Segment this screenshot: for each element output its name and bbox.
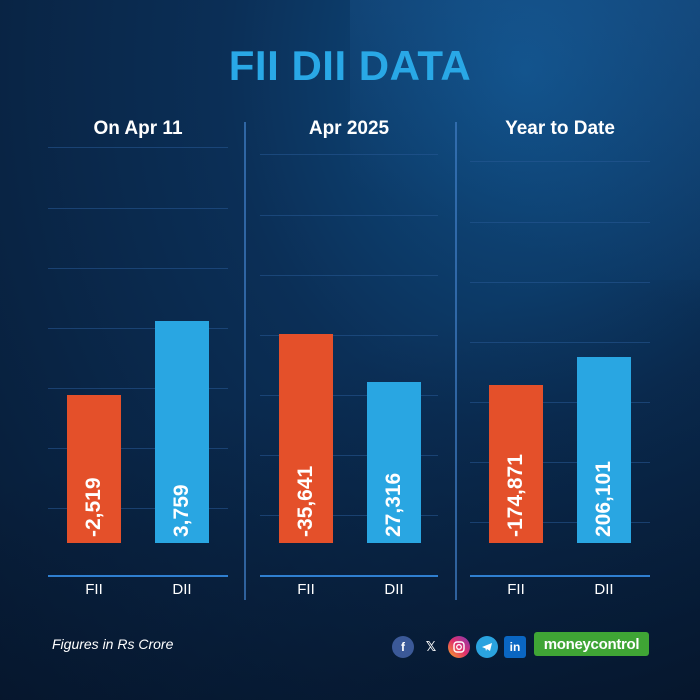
chart-panel-apr11: On Apr 11 -2,519 3,759 FII DII <box>48 0 228 610</box>
panel-divider <box>244 122 246 600</box>
category-label: DII <box>384 581 404 598</box>
category-label: FII <box>507 581 525 598</box>
bar-value-label: 27,316 <box>382 472 405 537</box>
grid-line <box>48 508 228 509</box>
grid-line <box>470 522 650 523</box>
grid-line <box>470 402 650 403</box>
grid-line <box>470 462 650 463</box>
x-icon[interactable]: 𝕏 <box>425 639 437 654</box>
category-label: FII <box>85 581 103 598</box>
grid-line <box>260 455 438 456</box>
bar-value-label: 206,101 <box>592 461 615 537</box>
grid-line <box>260 215 438 216</box>
bar-dii <box>367 382 421 543</box>
grid-line <box>470 161 650 162</box>
page-title: FII DII DATA <box>228 42 472 89</box>
telegram-icon[interactable] <box>476 636 498 658</box>
grid-line <box>260 275 438 276</box>
grid-line <box>48 448 228 449</box>
grid-line <box>48 147 228 148</box>
category-label: DII <box>172 581 192 598</box>
footnote: Figures in Rs Crore <box>52 636 174 652</box>
panel-divider <box>455 122 457 600</box>
grid-line <box>260 154 438 155</box>
x-axis-line <box>48 575 228 577</box>
chart-panel-apr2025: Apr 2025 -35,641 27,316 FII DII <box>260 0 438 610</box>
category-label: FII <box>297 581 315 598</box>
brand-logo: moneycontrol <box>534 632 649 656</box>
grid-line <box>48 388 228 389</box>
bar-dii <box>577 356 631 543</box>
grid-line <box>48 208 228 209</box>
bar-value-label: -2,519 <box>82 477 105 537</box>
grid-line <box>48 268 228 269</box>
facebook-icon[interactable]: f <box>392 636 414 658</box>
grid-line <box>260 395 438 396</box>
x-axis-line <box>260 575 438 577</box>
grid-line <box>260 515 438 516</box>
grid-line <box>48 328 228 329</box>
bar-fii <box>67 394 121 543</box>
grid-line <box>470 342 650 343</box>
chart-title: Apr 2025 <box>308 118 390 139</box>
bar-fii <box>489 385 543 543</box>
bar-value-label: -35,641 <box>294 465 317 537</box>
grid-line <box>470 282 650 283</box>
chart-title: Year to Date <box>505 118 615 139</box>
linkedin-icon[interactable]: in <box>504 636 526 658</box>
bar-value-label: 3,759 <box>170 484 193 537</box>
chart-title: On Apr 11 <box>93 118 183 139</box>
instagram-icon[interactable] <box>448 636 470 658</box>
grid-line <box>260 335 438 336</box>
grid-line <box>470 222 650 223</box>
bar-value-label: -174,871 <box>504 454 527 537</box>
bar-fii <box>279 333 333 543</box>
bar-dii <box>155 321 209 543</box>
chart-panel-ytd: Year to Date -174,871 206,101 FII DII <box>470 0 650 610</box>
x-axis-line <box>470 575 650 577</box>
category-label: DII <box>594 581 614 598</box>
